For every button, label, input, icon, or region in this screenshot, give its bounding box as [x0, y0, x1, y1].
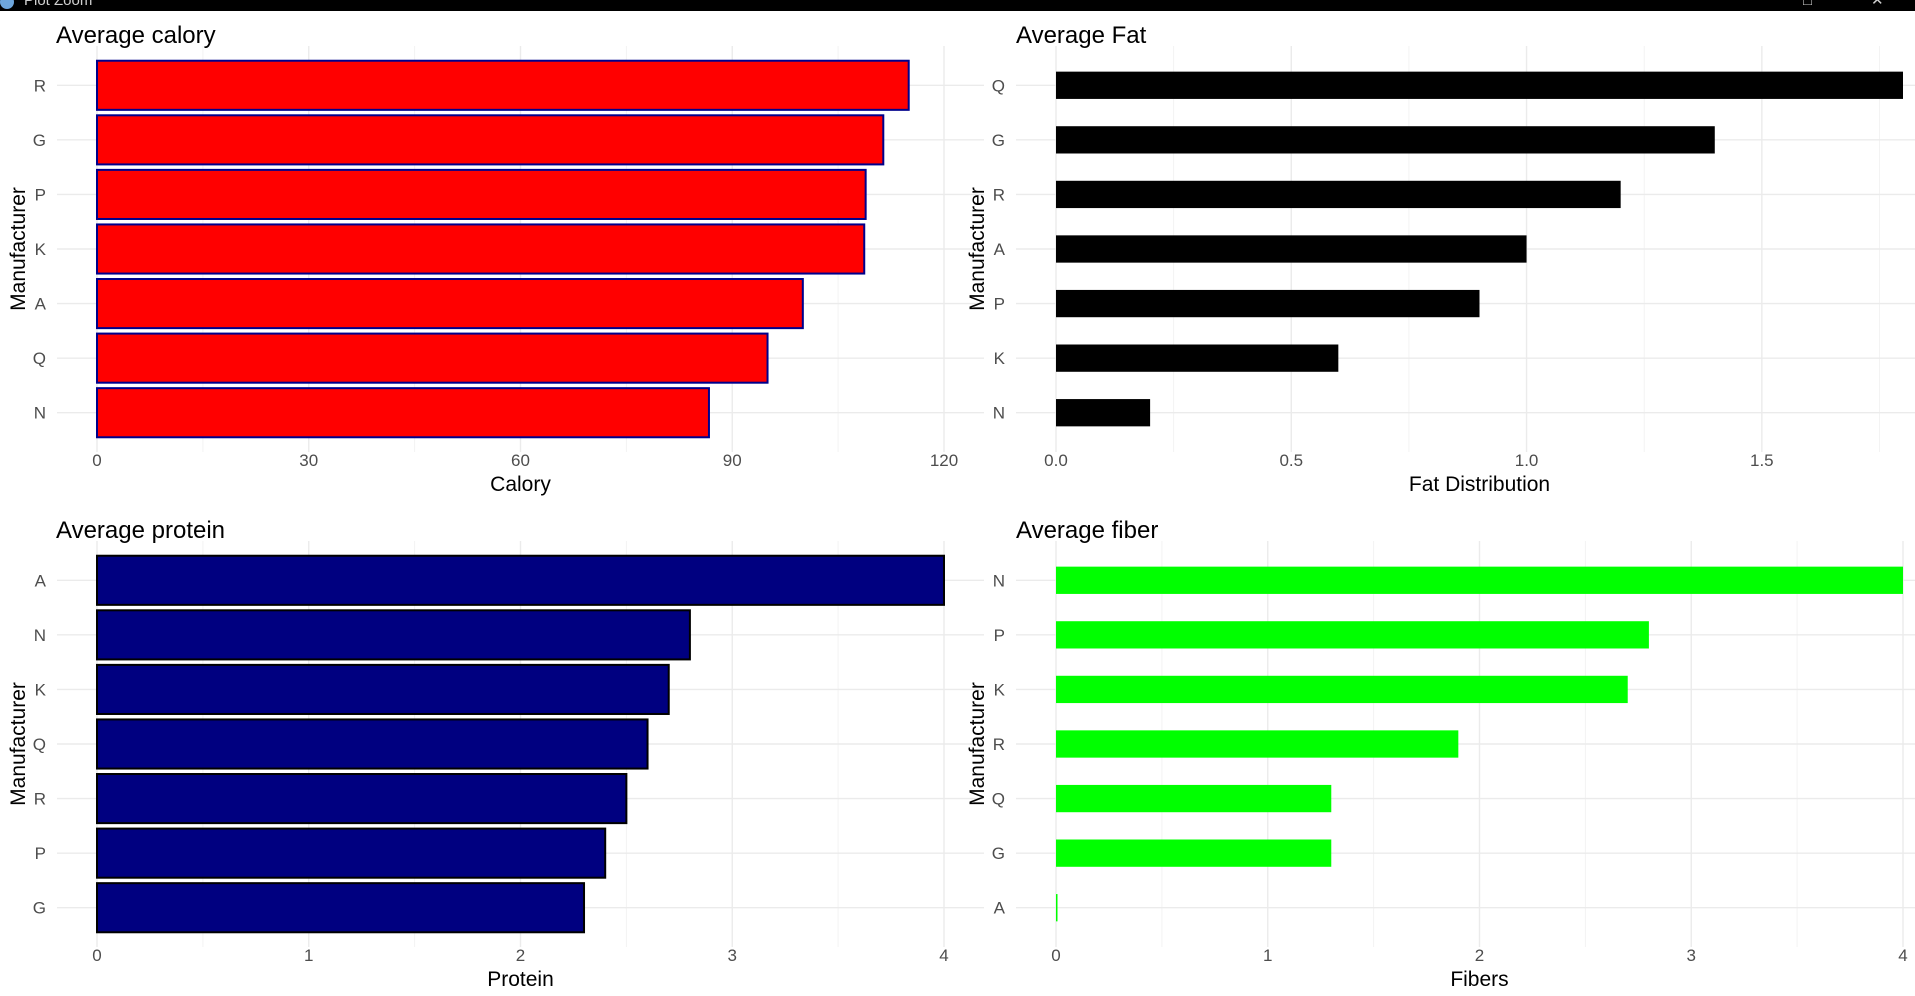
bar-q: [96, 718, 649, 770]
x-axis-title: Fat Distribution: [1409, 473, 1550, 496]
bar-q: [1056, 784, 1332, 813]
bar-n: [1056, 399, 1151, 427]
x-tick-label: 1.5: [1750, 451, 1774, 470]
window-title: Plot Zoom: [24, 0, 93, 9]
x-tick-label: 0.0: [1044, 451, 1068, 470]
bar-p: [1056, 289, 1480, 318]
bar-g: [1056, 839, 1332, 867]
x-tick-label: 0: [92, 451, 101, 470]
y-axis-title: Manufacturer: [966, 187, 989, 311]
bar-n: [96, 387, 710, 439]
y-tick-label: G: [33, 899, 46, 918]
bar-n: [1056, 566, 1903, 594]
bar-k: [96, 223, 866, 275]
chart-protein: A N K Q R P G 0 1 2 3 4 Protein Manufacturer Average p…: [7, 517, 984, 991]
bar-r: [1056, 730, 1459, 758]
bar-a: [96, 278, 804, 330]
restore-button[interactable]: □: [1803, 0, 1813, 9]
x-tick-label: 90: [723, 451, 742, 470]
y-axis-title: Manufacturer: [7, 187, 30, 311]
x-tick-label: 0.5: [1279, 451, 1303, 470]
chart-fat: Q G R A P K N 0.0 0.5 1.0 1.5 Fat Distribution Manuf…: [966, 22, 1915, 496]
bar-p: [1056, 621, 1649, 649]
close-button[interactable]: ✕: [1871, 0, 1884, 9]
y-tick-label: G: [33, 131, 46, 150]
bar-q: [1056, 71, 1903, 99]
bar-n: [96, 609, 691, 661]
bar-r: [96, 773, 628, 825]
chart-calory: R G P K A Q N 0 30 60 90 120 Calory Manufacturer Avera…: [7, 22, 984, 496]
bar-g: [96, 882, 586, 934]
bar-a: [1056, 235, 1527, 263]
x-tick-label: 0: [92, 946, 101, 965]
y-tick-label: P: [35, 185, 46, 204]
bar-p: [96, 168, 867, 220]
y-tick-label: R: [34, 76, 46, 95]
y-tick-label: P: [35, 844, 46, 863]
y-tick-label: K: [994, 349, 1006, 368]
bar-a: [1056, 894, 1058, 922]
x-tick-label: 1: [304, 946, 313, 965]
bar-p: [96, 827, 607, 879]
chart-title: Average protein: [56, 517, 225, 544]
x-tick-label: 60: [511, 451, 530, 470]
y-tick-label: Q: [33, 349, 46, 368]
y-tick-label: G: [992, 844, 1005, 863]
x-tick-label: 30: [299, 451, 318, 470]
x-tick-label: 0: [1051, 946, 1060, 965]
x-tick-label: 4: [939, 946, 948, 965]
app-icon: [0, 0, 14, 9]
y-tick-label: R: [993, 185, 1005, 204]
bar-a: [96, 554, 945, 606]
bar-g: [1056, 126, 1715, 154]
x-tick-label: 3: [1687, 946, 1696, 965]
y-tick-label: K: [35, 240, 47, 259]
y-tick-label: Q: [33, 735, 46, 754]
y-tick-label: A: [994, 899, 1006, 918]
y-tick-label: R: [993, 735, 1005, 754]
bar-r: [1056, 180, 1621, 209]
window-titlebar: Plot Zoom □ ✕: [0, 0, 1915, 11]
bar-k: [1056, 675, 1628, 704]
x-tick-label: 3: [728, 946, 737, 965]
x-tick-label: 2: [516, 946, 525, 965]
bar-q: [96, 332, 769, 384]
bar-g: [96, 114, 885, 166]
bar-k: [1056, 344, 1339, 372]
y-tick-label: K: [994, 680, 1006, 699]
y-tick-label: N: [993, 571, 1005, 590]
x-axis-title: Fibers: [1450, 968, 1508, 991]
y-axis-title: Manufacturer: [7, 682, 30, 806]
y-tick-label: K: [35, 680, 47, 699]
y-axis-title: Manufacturer: [966, 682, 989, 806]
y-tick-label: A: [994, 240, 1006, 259]
chart-fiber: N P K R Q G A 0 1 2 3 4 Fibers Manufacturer Average fi…: [966, 517, 1915, 991]
chart-title: Average fiber: [1016, 517, 1158, 544]
y-tick-label: G: [992, 131, 1005, 150]
y-tick-label: Q: [992, 790, 1005, 809]
y-tick-label: R: [34, 790, 46, 809]
bar-r: [96, 59, 910, 111]
y-tick-label: N: [34, 626, 46, 645]
y-tick-label: N: [993, 404, 1005, 423]
x-tick-label: 2: [1475, 946, 1484, 965]
x-axis-title: Calory: [490, 473, 551, 496]
x-tick-label: 4: [1898, 946, 1907, 965]
chart-title: Average calory: [56, 22, 216, 49]
y-tick-label: A: [35, 571, 47, 590]
bar-k: [96, 663, 670, 715]
y-tick-label: A: [35, 295, 47, 314]
y-tick-label: P: [994, 295, 1005, 314]
y-tick-label: N: [34, 404, 46, 423]
chart-title: Average Fat: [1016, 22, 1147, 49]
x-tick-label: 1.0: [1515, 451, 1539, 470]
y-tick-label: Q: [992, 76, 1005, 95]
x-axis-title: Protein: [487, 968, 554, 991]
y-tick-label: P: [994, 626, 1005, 645]
x-tick-label: 1: [1263, 946, 1272, 965]
x-tick-label: 120: [930, 451, 958, 470]
